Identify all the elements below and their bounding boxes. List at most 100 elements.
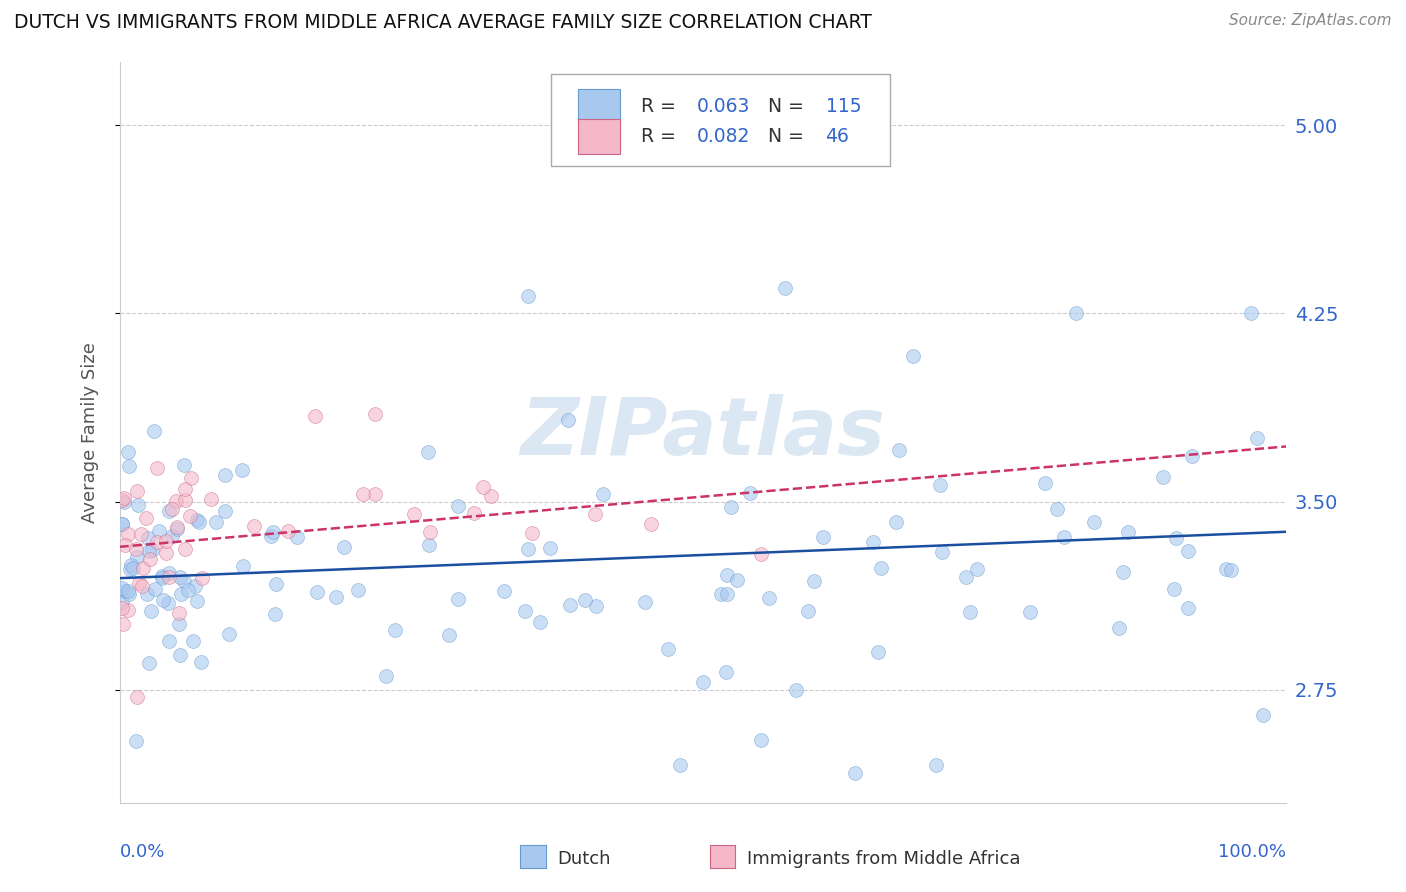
Point <box>1246 431 1268 445</box>
Point <box>384 624 406 638</box>
Text: DUTCH VS IMMIGRANTS FROM MIDDLE AFRICA AVERAGE FAMILY SIZE CORRELATION CHART: DUTCH VS IMMIGRANTS FROM MIDDLE AFRICA A… <box>14 13 872 32</box>
Point <box>125 690 148 705</box>
Point <box>1083 515 1105 529</box>
Point <box>1177 544 1199 558</box>
Point <box>692 675 714 690</box>
Point <box>136 531 159 545</box>
Point <box>186 593 208 607</box>
Point <box>929 478 952 492</box>
Point <box>803 574 825 588</box>
Point <box>160 502 183 516</box>
Point <box>112 491 135 505</box>
Point <box>1152 470 1174 484</box>
Point <box>375 669 398 683</box>
Point <box>725 573 748 587</box>
Point <box>156 596 179 610</box>
Point <box>307 585 329 599</box>
Point <box>138 544 160 558</box>
Point <box>177 582 200 597</box>
Point <box>352 487 374 501</box>
Point <box>966 562 988 576</box>
Point <box>132 561 155 575</box>
Point <box>157 566 180 581</box>
Point <box>447 500 470 514</box>
Point <box>862 535 884 549</box>
Point <box>139 551 162 566</box>
Text: 0.0%: 0.0% <box>120 843 165 861</box>
Point <box>143 582 166 597</box>
Point <box>716 665 738 680</box>
Point <box>1112 565 1135 579</box>
Point <box>214 468 236 483</box>
Point <box>363 487 385 501</box>
Point <box>633 595 655 609</box>
Point <box>232 558 254 573</box>
Point <box>169 648 191 662</box>
Point <box>135 511 157 525</box>
Point <box>127 550 149 565</box>
Point <box>131 579 153 593</box>
Point <box>125 733 148 747</box>
Point <box>889 443 911 458</box>
Point <box>811 530 834 544</box>
Text: 115: 115 <box>825 96 860 116</box>
Point <box>931 545 953 559</box>
Point <box>150 569 173 583</box>
FancyBboxPatch shape <box>578 89 620 123</box>
Point <box>1066 306 1088 320</box>
Point <box>190 655 212 669</box>
Point <box>657 642 679 657</box>
Point <box>200 491 222 506</box>
Point <box>785 682 807 697</box>
Text: 46: 46 <box>825 127 849 146</box>
Point <box>188 515 211 529</box>
Point <box>214 504 236 518</box>
Point <box>157 504 180 518</box>
Point <box>472 480 495 494</box>
Point <box>141 542 163 557</box>
Point <box>169 587 191 601</box>
Text: N =: N = <box>755 96 810 116</box>
Text: 100.0%: 100.0% <box>1219 843 1286 861</box>
Point <box>513 604 536 618</box>
Point <box>162 529 184 543</box>
Point <box>186 512 208 526</box>
Point <box>463 506 485 520</box>
Point <box>173 492 195 507</box>
Point <box>538 541 561 555</box>
Point <box>716 587 738 601</box>
Point <box>869 561 891 575</box>
Point <box>773 281 796 295</box>
Point <box>901 349 924 363</box>
Point <box>117 584 139 599</box>
Text: 0.063: 0.063 <box>697 96 751 116</box>
Point <box>114 584 136 599</box>
Text: Immigrants from Middle Africa: Immigrants from Middle Africa <box>747 850 1021 868</box>
Text: R =: R = <box>641 96 682 116</box>
Text: Dutch: Dutch <box>557 850 610 868</box>
Point <box>114 538 136 552</box>
Point <box>111 581 134 595</box>
Point <box>494 583 516 598</box>
Point <box>180 471 202 485</box>
Point <box>520 526 543 541</box>
Point <box>574 593 596 607</box>
Text: N =: N = <box>755 127 810 146</box>
Point <box>173 574 195 589</box>
Point <box>716 567 738 582</box>
Point <box>173 541 195 556</box>
Point <box>1019 605 1042 619</box>
Point <box>959 605 981 619</box>
Point <box>218 626 240 640</box>
Point <box>304 409 326 423</box>
Point <box>155 546 177 560</box>
Point <box>135 587 157 601</box>
Point <box>1240 306 1263 320</box>
Point <box>738 486 761 500</box>
Point <box>710 587 733 601</box>
Point <box>122 560 145 574</box>
Point <box>120 558 142 572</box>
Point <box>516 541 538 556</box>
Point <box>1220 563 1243 577</box>
FancyBboxPatch shape <box>578 120 620 153</box>
